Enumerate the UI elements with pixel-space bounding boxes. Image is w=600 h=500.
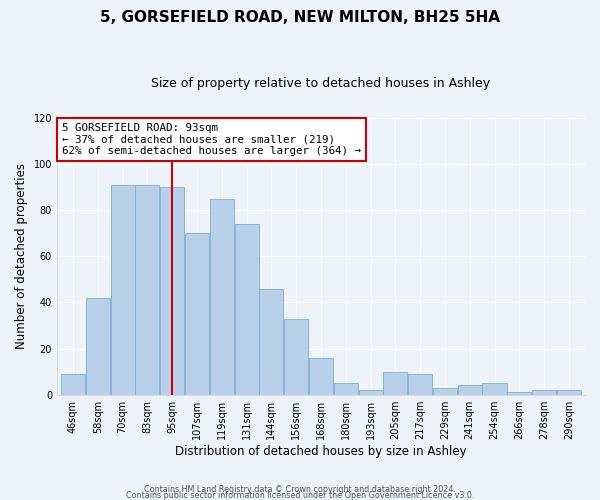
Bar	[482, 383, 506, 394]
Bar	[259, 288, 283, 395]
Bar	[309, 358, 333, 395]
Bar	[185, 234, 209, 394]
Bar	[160, 187, 184, 394]
Text: 5, GORSEFIELD ROAD, NEW MILTON, BH25 5HA: 5, GORSEFIELD ROAD, NEW MILTON, BH25 5HA	[100, 10, 500, 25]
Bar	[532, 390, 556, 394]
Text: Contains HM Land Registry data © Crown copyright and database right 2024.: Contains HM Land Registry data © Crown c…	[144, 484, 456, 494]
Bar	[210, 198, 234, 394]
Title: Size of property relative to detached houses in Ashley: Size of property relative to detached ho…	[151, 78, 491, 90]
Bar	[136, 185, 160, 394]
Text: 5 GORSEFIELD ROAD: 93sqm
← 37% of detached houses are smaller (219)
62% of semi-: 5 GORSEFIELD ROAD: 93sqm ← 37% of detach…	[62, 122, 361, 156]
Bar	[383, 372, 407, 394]
Bar	[235, 224, 259, 394]
Bar	[408, 374, 432, 394]
Bar	[507, 392, 532, 394]
Bar	[334, 383, 358, 394]
Bar	[284, 318, 308, 394]
Bar	[110, 185, 134, 394]
Bar	[458, 386, 482, 394]
Y-axis label: Number of detached properties: Number of detached properties	[15, 164, 28, 350]
Bar	[61, 374, 85, 394]
Bar	[433, 388, 457, 394]
Bar	[557, 390, 581, 394]
Text: Contains public sector information licensed under the Open Government Licence v3: Contains public sector information licen…	[126, 490, 474, 500]
Bar	[359, 390, 383, 394]
Bar	[86, 298, 110, 394]
X-axis label: Distribution of detached houses by size in Ashley: Distribution of detached houses by size …	[175, 444, 467, 458]
